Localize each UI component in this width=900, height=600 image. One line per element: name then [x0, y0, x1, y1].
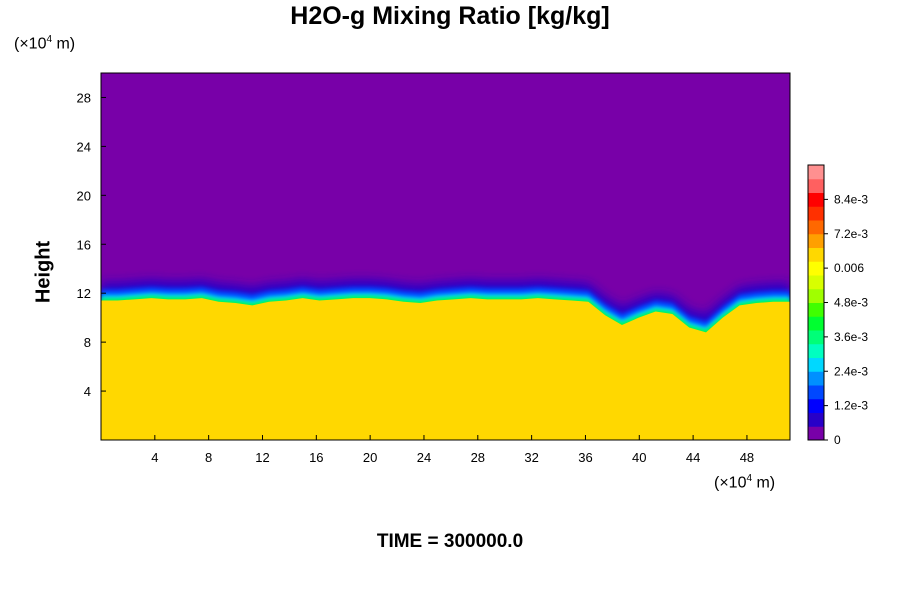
y-tick-label: 28 [77, 90, 91, 105]
x-tick-label: 28 [471, 450, 485, 465]
colorbar-tick-label: 0.006 [834, 261, 864, 275]
colorbar-segment [808, 288, 824, 303]
colorbar-tick-label: 4.8e-3 [834, 296, 868, 310]
x-tick-label: 8 [205, 450, 212, 465]
heatmap-field [101, 73, 790, 440]
moist-lower-region [101, 298, 790, 440]
colorbar-segment [808, 398, 824, 413]
colorbar-segment [808, 357, 824, 372]
colorbar-tick-label: 2.4e-3 [834, 364, 868, 378]
y-unit-prefix: (×10 [14, 35, 47, 53]
colorbar-segment [808, 385, 824, 400]
plot-frame [100, 72, 791, 441]
x-tick-label: 44 [686, 450, 700, 465]
time-value: 300000.0 [443, 531, 524, 552]
colorbar-segment [808, 247, 824, 262]
colorbar-segment [808, 165, 824, 180]
colorbar-segment [808, 343, 824, 358]
y-tick-label: 24 [77, 139, 91, 154]
x-axis-unit: (×104 m) [714, 473, 775, 492]
colorbar-segment [808, 178, 824, 193]
y-tick-label: 12 [77, 286, 91, 301]
x-unit-suffix: m) [752, 474, 776, 492]
colorbar-segment [808, 330, 824, 345]
y-unit-suffix: m) [52, 35, 76, 53]
chart-title: H2O-g Mixing Ratio [kg/kg] [290, 2, 610, 30]
colorbar [807, 164, 825, 441]
colorbar-segment [808, 275, 824, 290]
colorbar-segment [808, 192, 824, 207]
y-tick-label: 16 [77, 237, 91, 252]
x-tick-label: 16 [309, 450, 323, 465]
x-axis-ticks: 4 8 12 16 20 24 28 32 36 40 44 48 [151, 435, 754, 465]
x-tick-label: 36 [578, 450, 592, 465]
x-tick-label: 24 [417, 450, 431, 465]
colorbar-segment [808, 233, 824, 248]
colorbar-tick-label: 7.2e-3 [834, 227, 868, 241]
x-unit-prefix: (×10 [714, 474, 747, 492]
colorbar-segment [808, 371, 824, 386]
x-tick-label: 20 [363, 450, 377, 465]
colorbar-segment [808, 261, 824, 276]
colorbar-tick-label: 3.6e-3 [834, 330, 868, 344]
colorbar-tick-label: 8.4e-3 [834, 192, 868, 206]
y-unit-exponent: 4 [46, 34, 53, 45]
colorbar-ticks: 8.4e-3 7.2e-3 0.006 4.8e-3 3.6e-3 2.4e-3 1.2e-… [824, 192, 868, 447]
y-axis-unit: (×104 m) [14, 34, 75, 53]
colorbar-segment [808, 302, 824, 317]
time-label: TIME [376, 531, 423, 552]
colorbar-segment [808, 220, 824, 235]
y-tick-label: 4 [84, 384, 91, 399]
colorbar-tick-label: 1.2e-3 [834, 399, 868, 413]
colorbar-segment [808, 316, 824, 331]
colorbar-segment [808, 412, 824, 427]
x-tick-label: 32 [524, 450, 538, 465]
time-stamp: TIME = 300000.0 [0, 531, 900, 553]
time-equals: = [427, 531, 439, 552]
colorbar-segment [808, 206, 824, 221]
colorbar-segment [808, 426, 824, 441]
y-axis-ticks: 4 8 12 16 20 24 28 [77, 90, 106, 399]
x-tick-label: 4 [151, 450, 158, 465]
x-tick-label: 12 [255, 450, 269, 465]
colorbar-tick-label: 0 [834, 433, 841, 447]
x-tick-label: 40 [632, 450, 646, 465]
x-unit-exponent: 4 [746, 473, 753, 484]
y-tick-label: 8 [84, 335, 91, 350]
y-tick-label: 20 [77, 188, 91, 203]
x-tick-label: 48 [740, 450, 754, 465]
